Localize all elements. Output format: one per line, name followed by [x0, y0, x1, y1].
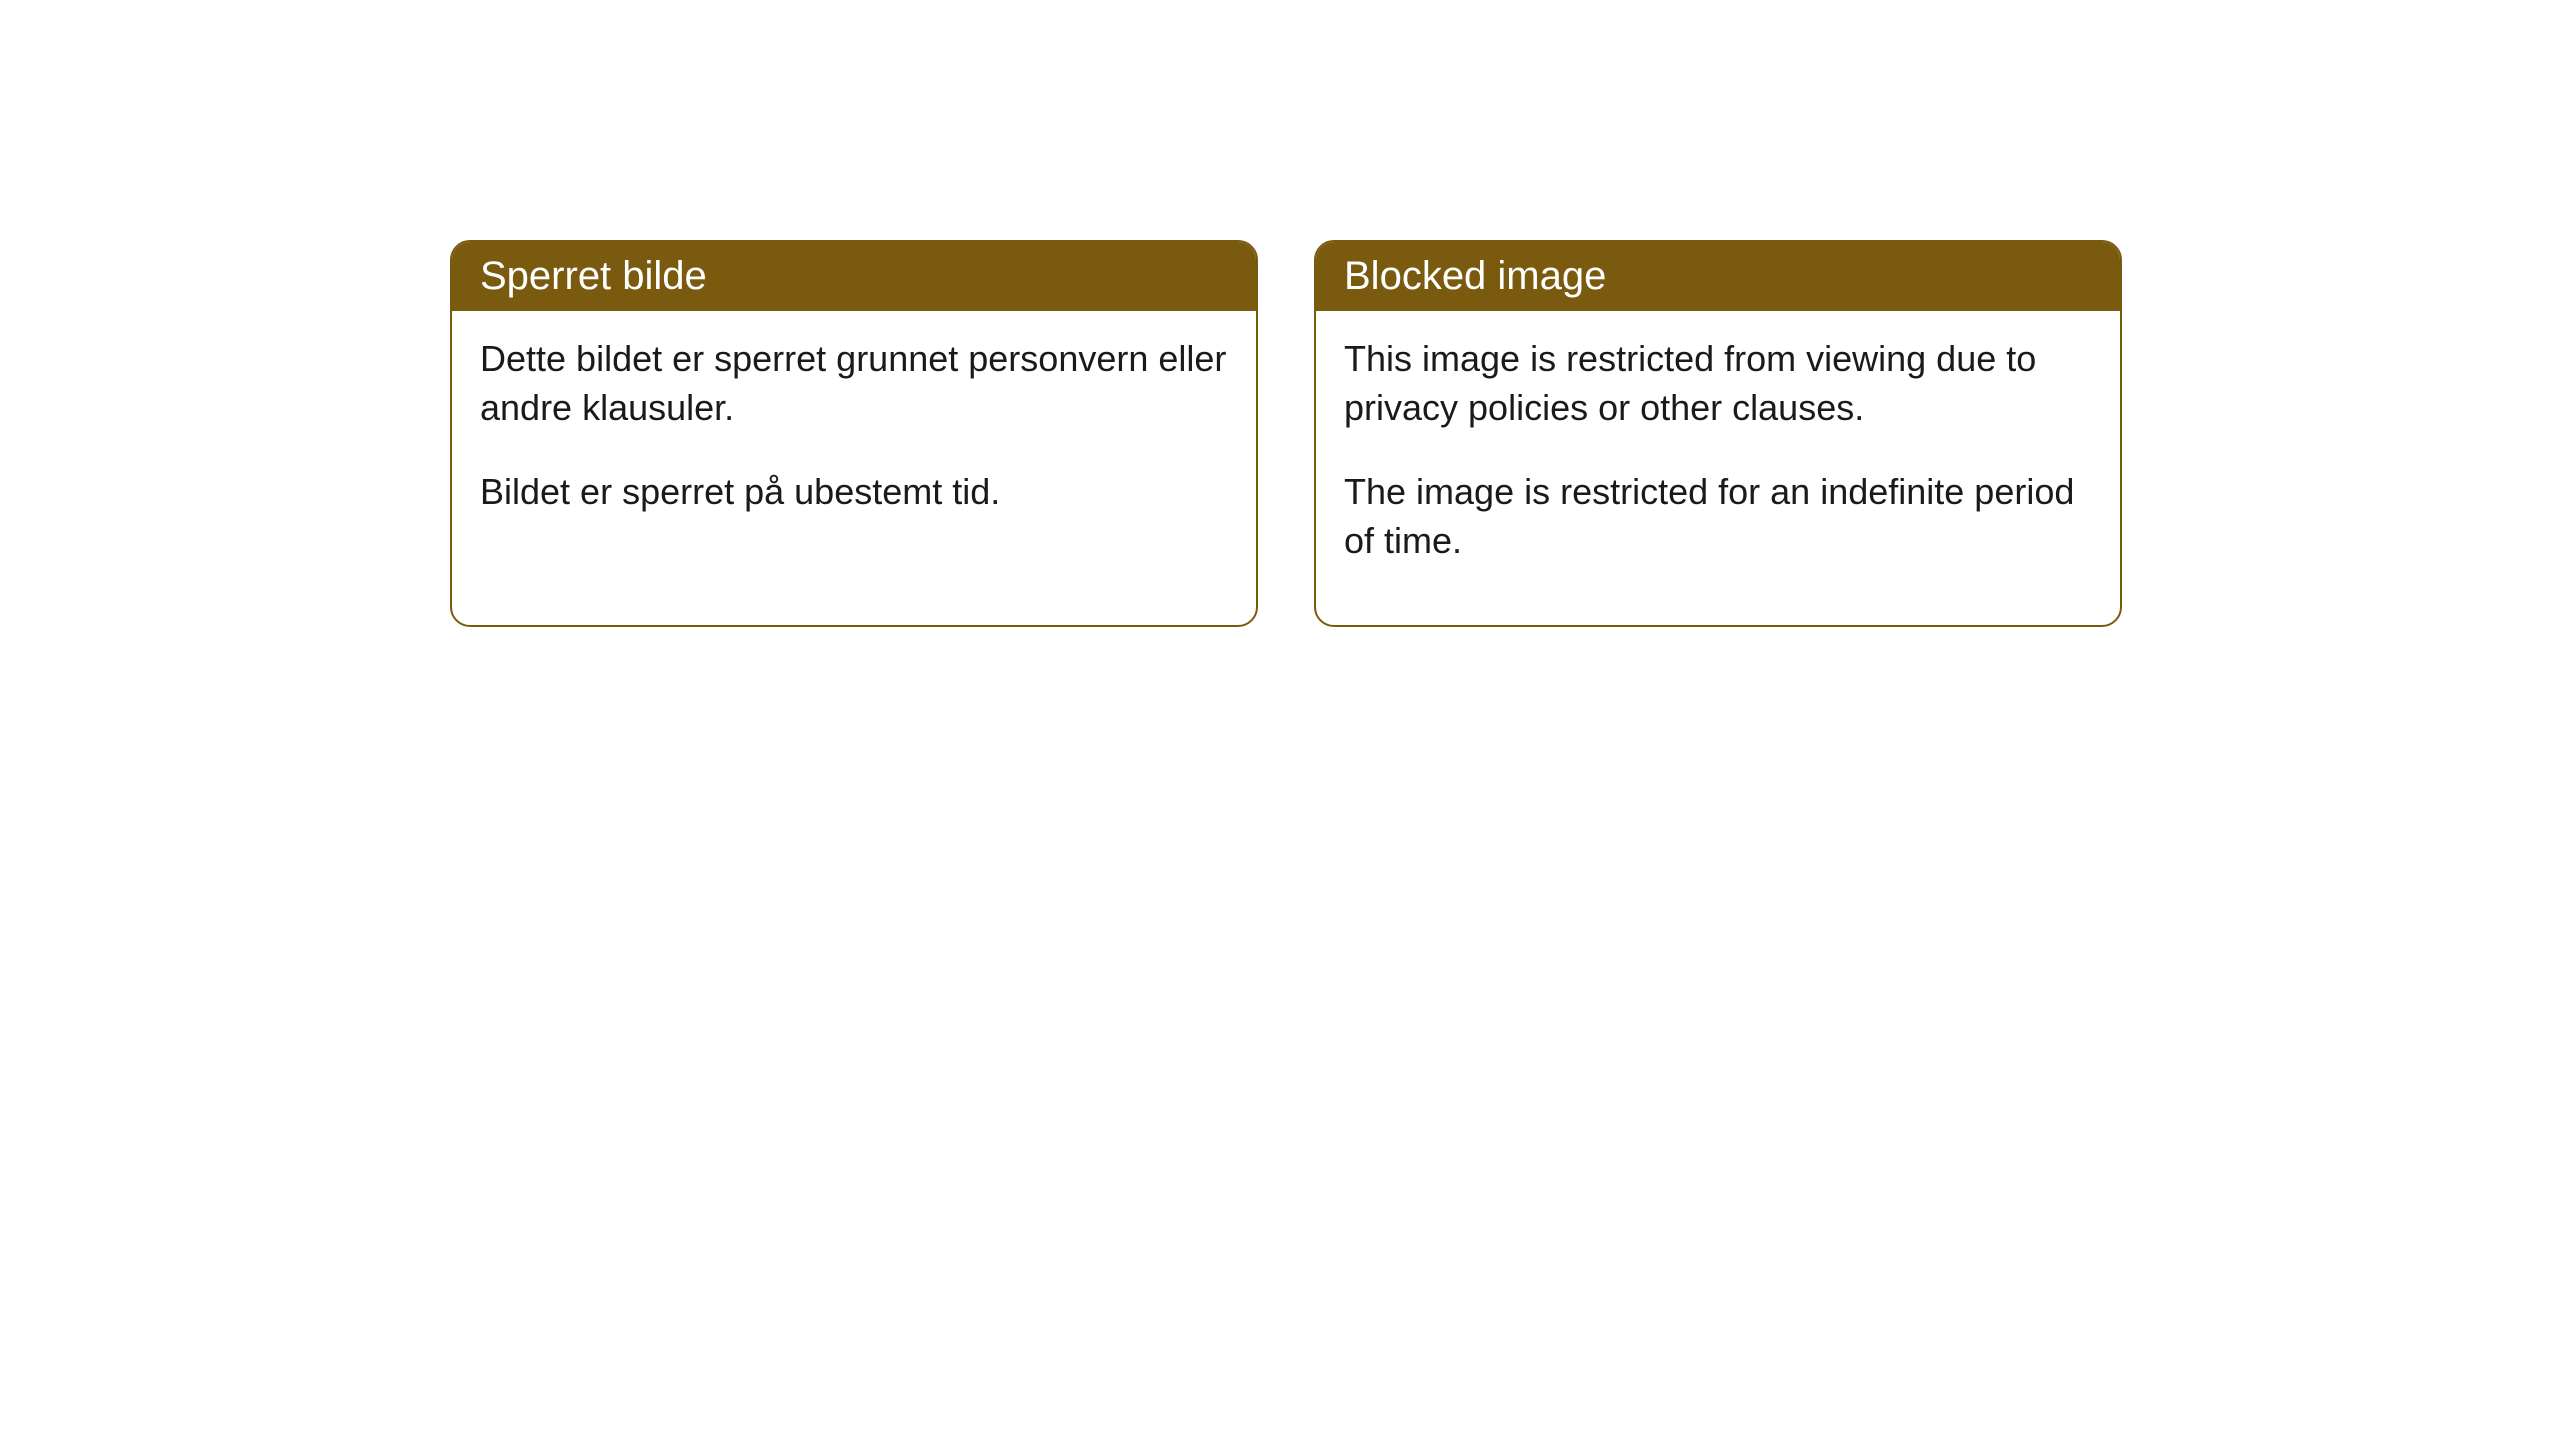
notice-cards-container: Sperret bilde Dette bildet er sperret gr…: [450, 240, 2122, 627]
card-header-english: Blocked image: [1316, 242, 2120, 311]
blocked-image-card-norwegian: Sperret bilde Dette bildet er sperret gr…: [450, 240, 1258, 627]
card-header-norwegian: Sperret bilde: [452, 242, 1256, 311]
card-paragraph: This image is restricted from viewing du…: [1344, 335, 2092, 432]
card-paragraph: Dette bildet er sperret grunnet personve…: [480, 335, 1228, 432]
card-paragraph: Bildet er sperret på ubestemt tid.: [480, 468, 1228, 517]
card-body-norwegian: Dette bildet er sperret grunnet personve…: [452, 311, 1256, 577]
blocked-image-card-english: Blocked image This image is restricted f…: [1314, 240, 2122, 627]
card-paragraph: The image is restricted for an indefinit…: [1344, 468, 2092, 565]
card-title: Blocked image: [1344, 254, 1606, 298]
card-title: Sperret bilde: [480, 254, 707, 298]
card-body-english: This image is restricted from viewing du…: [1316, 311, 2120, 625]
